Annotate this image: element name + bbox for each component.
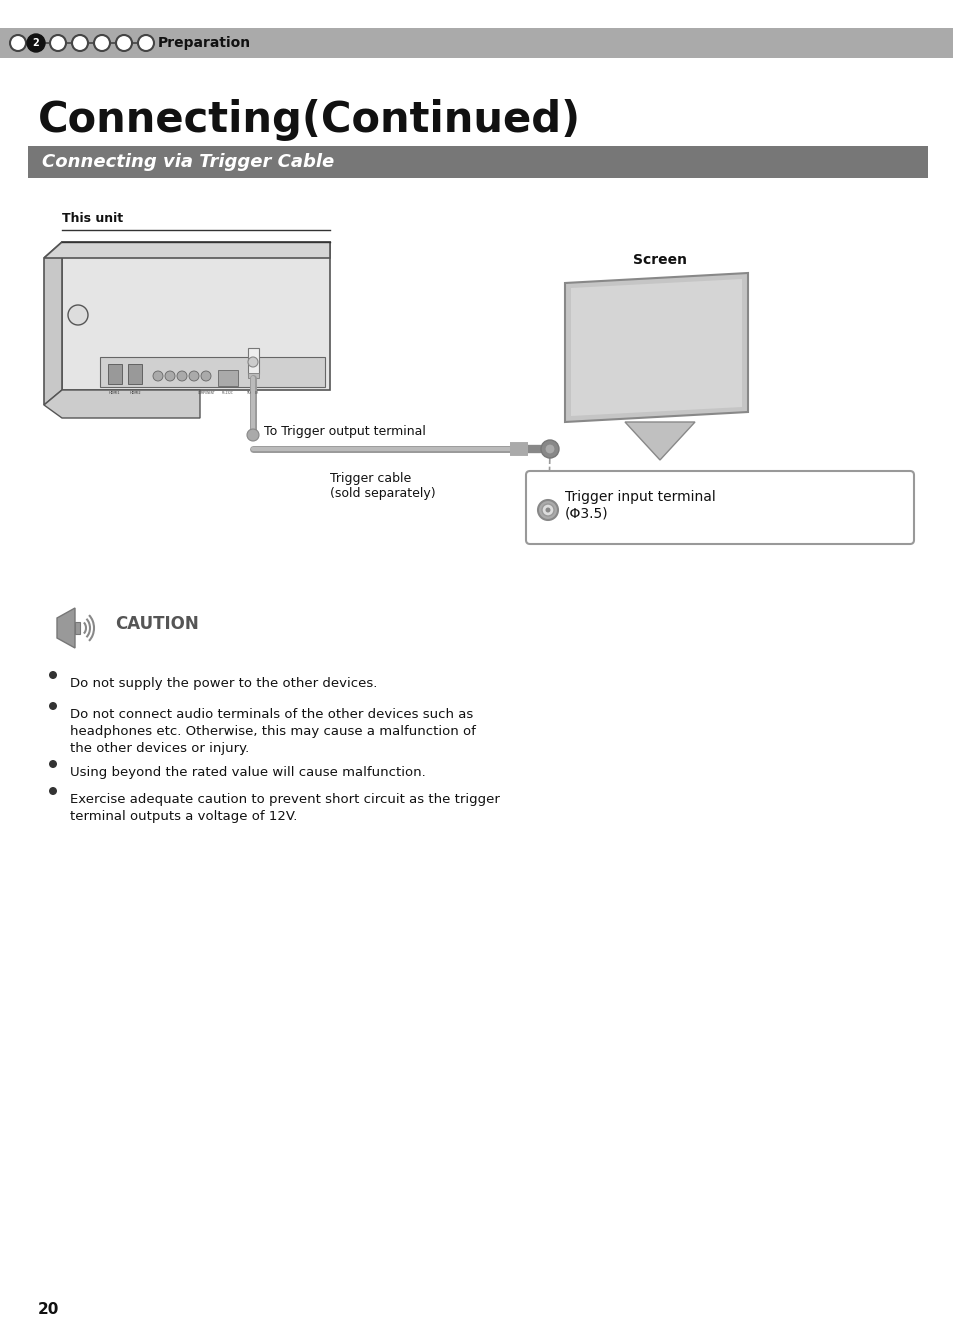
Circle shape xyxy=(138,35,153,51)
Circle shape xyxy=(10,35,26,51)
Polygon shape xyxy=(44,242,330,258)
Circle shape xyxy=(49,761,57,769)
Circle shape xyxy=(68,305,88,325)
Text: Trigger cable
(sold separately): Trigger cable (sold separately) xyxy=(330,473,436,499)
Text: To Trigger output terminal: To Trigger output terminal xyxy=(264,424,425,438)
Circle shape xyxy=(177,371,187,382)
Circle shape xyxy=(152,371,163,382)
Circle shape xyxy=(49,787,57,795)
Circle shape xyxy=(165,371,174,382)
Bar xyxy=(218,370,237,386)
Polygon shape xyxy=(57,608,75,648)
Text: Exercise adequate caution to prevent short circuit as the trigger
terminal outpu: Exercise adequate caution to prevent sho… xyxy=(70,793,499,823)
Text: HDMI2: HDMI2 xyxy=(129,391,141,395)
Bar xyxy=(0,28,953,58)
Text: RS-232C: RS-232C xyxy=(222,391,233,395)
Text: Connecting via Trigger Cable: Connecting via Trigger Cable xyxy=(42,153,334,171)
Circle shape xyxy=(545,507,550,513)
Text: HDMI1: HDMI1 xyxy=(108,391,120,395)
Circle shape xyxy=(540,441,558,458)
Bar xyxy=(28,146,927,178)
Text: 20: 20 xyxy=(38,1303,59,1318)
Circle shape xyxy=(49,671,57,679)
Bar xyxy=(100,358,325,387)
Bar xyxy=(248,374,258,378)
Circle shape xyxy=(49,702,57,710)
Text: Screen: Screen xyxy=(633,253,686,266)
Text: Do not supply the power to the other devices.: Do not supply the power to the other dev… xyxy=(70,678,377,690)
Text: Trigger input terminal
(Φ3.5): Trigger input terminal (Φ3.5) xyxy=(564,490,715,520)
Polygon shape xyxy=(44,390,200,418)
Circle shape xyxy=(94,35,110,51)
Circle shape xyxy=(544,445,555,454)
Bar xyxy=(62,242,330,390)
Circle shape xyxy=(116,35,132,51)
Text: CAUTION: CAUTION xyxy=(115,615,198,633)
FancyBboxPatch shape xyxy=(525,471,913,544)
Polygon shape xyxy=(571,279,741,416)
Text: Preparation: Preparation xyxy=(158,36,251,50)
Bar xyxy=(108,364,122,384)
Text: Connecting(Continued): Connecting(Continued) xyxy=(38,99,580,141)
Text: Do not connect audio terminals of the other devices such as
headphones etc. Othe: Do not connect audio terminals of the ot… xyxy=(70,708,476,755)
Bar xyxy=(248,348,258,374)
Circle shape xyxy=(189,371,199,382)
Bar xyxy=(75,623,80,633)
Text: Using beyond the rated value will cause malfunction.: Using beyond the rated value will cause … xyxy=(70,766,425,779)
Circle shape xyxy=(248,358,257,367)
Polygon shape xyxy=(44,242,62,404)
Circle shape xyxy=(27,33,45,52)
Circle shape xyxy=(71,35,88,51)
Circle shape xyxy=(541,503,554,516)
Circle shape xyxy=(537,499,558,520)
Circle shape xyxy=(247,428,258,441)
Polygon shape xyxy=(564,273,747,422)
Text: COMPONENT: COMPONENT xyxy=(198,391,215,395)
Polygon shape xyxy=(624,422,695,461)
Circle shape xyxy=(50,35,66,51)
Text: 2: 2 xyxy=(32,37,39,48)
Bar xyxy=(128,364,142,384)
Text: TRIGGER: TRIGGER xyxy=(247,391,259,395)
Text: This unit: This unit xyxy=(62,212,123,225)
Circle shape xyxy=(201,371,211,382)
